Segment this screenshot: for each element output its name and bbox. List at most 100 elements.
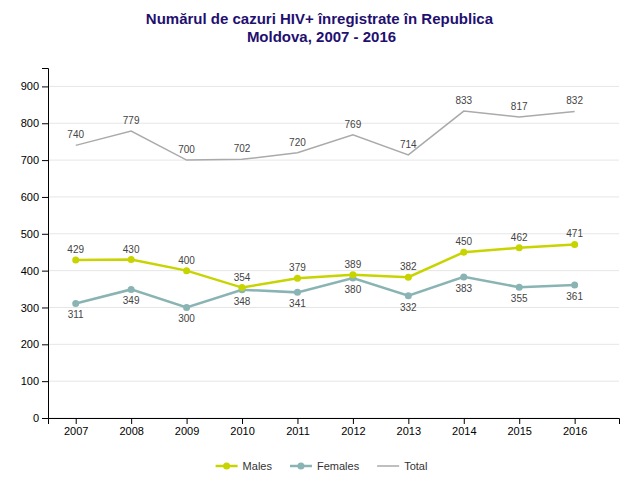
point xyxy=(571,282,578,289)
point xyxy=(183,267,190,274)
tick: 300 xyxy=(21,301,48,313)
tick: 200 xyxy=(21,338,48,350)
axis-line xyxy=(42,69,49,419)
data-labels: 7407797007027207697148338178323113493003… xyxy=(67,95,583,324)
point xyxy=(294,275,301,282)
legend-item: Females xyxy=(290,460,360,472)
data-label: 383 xyxy=(455,283,472,294)
tick: 0 xyxy=(33,412,48,424)
tick-label: 200 xyxy=(21,338,39,350)
point xyxy=(72,300,79,307)
point xyxy=(128,256,135,263)
data-label: 720 xyxy=(289,137,306,148)
y-axis: 0 100 200 300 400 500 600 700 800 900 xyxy=(21,69,49,425)
tick: 2016 xyxy=(563,418,587,437)
point xyxy=(571,241,578,248)
tick: 600 xyxy=(21,191,48,203)
data-label: 714 xyxy=(400,139,417,150)
data-label: 354 xyxy=(234,272,251,283)
tick: 2007 xyxy=(64,418,88,437)
data-label: 361 xyxy=(566,291,583,302)
tick-label: 400 xyxy=(21,265,39,277)
tick-label: 900 xyxy=(21,80,39,92)
legend-item: Males xyxy=(216,460,273,472)
tick: 2009 xyxy=(175,418,199,437)
point xyxy=(405,274,412,281)
grid-line xyxy=(48,270,619,271)
tick-mark xyxy=(42,123,48,124)
tick: 2008 xyxy=(119,418,143,437)
data-label: 700 xyxy=(178,144,195,155)
data-label: 471 xyxy=(566,228,583,239)
grid-line xyxy=(48,307,619,308)
grid-line xyxy=(48,160,619,161)
data-label: 779 xyxy=(123,115,140,126)
legend: Males Females Total xyxy=(216,460,428,472)
legend-label: Females xyxy=(317,460,360,472)
tick-mark xyxy=(42,307,48,308)
point xyxy=(460,273,467,280)
data-label: 311 xyxy=(68,309,84,320)
tick-mark xyxy=(187,418,188,424)
data-label: 450 xyxy=(455,236,472,247)
tick-mark xyxy=(42,418,48,419)
tick-label: 2011 xyxy=(286,425,310,437)
title: Numărul de cazuri HIV+ înregistrate în R… xyxy=(146,10,497,45)
tick: 400 xyxy=(21,265,48,277)
series-labels: 740779700702720769714833817832 xyxy=(67,95,583,155)
legend-label: Total xyxy=(404,460,427,472)
grid-line xyxy=(48,86,619,87)
tick-label: 2013 xyxy=(397,425,421,437)
tick-mark xyxy=(42,234,48,235)
tick-mark xyxy=(519,418,520,424)
tick-mark xyxy=(42,197,48,198)
data-label: 833 xyxy=(455,95,472,106)
legend-marker xyxy=(297,463,304,470)
line xyxy=(76,111,575,160)
data-label: 400 xyxy=(178,255,195,266)
point xyxy=(294,289,301,296)
point xyxy=(183,304,190,311)
title-line: Moldova, 2007 - 2016 xyxy=(247,28,396,45)
tick-mark xyxy=(131,418,132,424)
tick: 2012 xyxy=(341,418,365,437)
point xyxy=(405,292,412,299)
legend-swatch xyxy=(377,465,399,467)
tick: 500 xyxy=(21,228,48,240)
tick-label: 800 xyxy=(21,117,39,129)
tick-mark xyxy=(42,271,48,272)
tick: 2010 xyxy=(230,418,254,437)
title-line: Numărul de cazuri HIV+ înregistrate în R… xyxy=(146,10,494,27)
tick-mark xyxy=(408,418,409,424)
series-labels: 429430400354379389382450462471 xyxy=(67,228,583,282)
marks xyxy=(72,111,578,311)
tick: 2014 xyxy=(452,418,476,437)
point xyxy=(349,271,356,278)
tick-mark xyxy=(464,418,465,424)
data-label: 382 xyxy=(400,261,417,272)
data-label: 348 xyxy=(234,296,251,307)
tick-label: 2010 xyxy=(230,425,254,437)
point xyxy=(516,284,523,291)
data-label: 300 xyxy=(178,313,195,324)
tick: 2015 xyxy=(507,418,531,437)
tick-label: 300 xyxy=(21,301,39,313)
data-label: 769 xyxy=(345,119,362,130)
axis-line xyxy=(49,419,620,425)
grid xyxy=(48,86,619,418)
grid-line xyxy=(48,381,619,382)
tick-label: 0 xyxy=(33,412,39,424)
grid-line xyxy=(48,233,619,234)
point xyxy=(516,244,523,251)
points xyxy=(72,241,578,291)
tick-mark xyxy=(42,160,48,161)
tick: 2011 xyxy=(286,418,310,437)
tick: 100 xyxy=(21,375,48,387)
data-label: 332 xyxy=(400,302,417,313)
point xyxy=(460,249,467,256)
tick-label: 2015 xyxy=(507,425,531,437)
legend-marker xyxy=(223,463,230,470)
tick-label: 2008 xyxy=(119,425,143,437)
tick-label: 2012 xyxy=(341,425,365,437)
tick-label: 700 xyxy=(21,154,39,166)
